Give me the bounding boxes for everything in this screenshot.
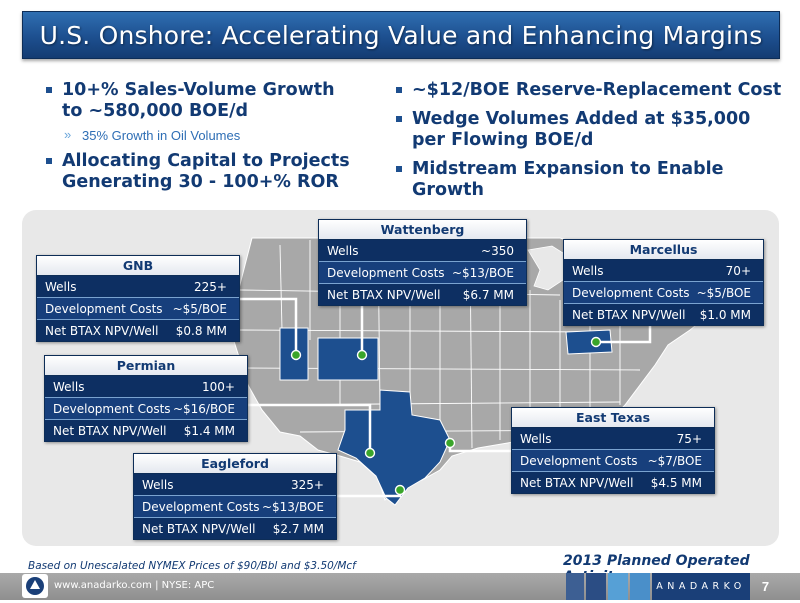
row-label: Wells [53, 379, 85, 394]
card-row-dev-costs: Development Costs ~$5/BOE [564, 281, 763, 303]
row-value: $0.8 MM [175, 323, 227, 338]
row-label: Net BTAX NPV/Well [53, 423, 167, 438]
great-lakes [527, 245, 575, 291]
row-value: ~$5/BOE [696, 285, 751, 300]
footer-brand: ANADARKO [652, 573, 750, 600]
card-row-dev-costs: Development Costs ~$16/BOE [45, 397, 247, 419]
card-row-dev-costs: Development Costs ~$13/BOE [134, 495, 336, 517]
row-label: Development Costs [142, 499, 260, 514]
marker-eagleford [394, 484, 406, 496]
card-title: Wattenberg [319, 220, 526, 240]
card-row-npv: Net BTAX NPV/Well $1.4 MM [45, 419, 247, 441]
card-row-wells: Wells 70+ [564, 260, 763, 281]
connector-permian [246, 403, 372, 454]
card-row-wells: Wells 325+ [134, 474, 336, 495]
footer-block [586, 573, 606, 600]
page-title: U.S. Onshore: Accelerating Value and Enh… [39, 20, 763, 50]
row-label: Net BTAX NPV/Well [142, 521, 256, 536]
footer-bar: www.anadarko.com | NYSE: APC ANADARKO 7 [0, 573, 800, 600]
card-row-npv: Net BTAX NPV/Well $2.7 MM [134, 517, 336, 539]
card-row-dev-costs: Development Costs ~$13/BOE [319, 261, 526, 283]
row-value: 225+ [194, 279, 227, 294]
card-row-npv: Net BTAX NPV/Well $0.8 MM [37, 319, 239, 341]
row-value: ~$7/BOE [647, 453, 702, 468]
bullet-list-left: 10+% Sales-Volume Growth to ~580,000 BOE… [44, 80, 354, 201]
footer-block [566, 573, 584, 600]
sub-bullet-oil-volumes: 35% Growth in Oil Volumes [44, 127, 354, 143]
row-label: Net BTAX NPV/Well [327, 287, 441, 302]
marker-east-texas [444, 437, 456, 449]
card-row-wells: Wells 75+ [512, 428, 714, 449]
row-label: Net BTAX NPV/Well [520, 475, 634, 490]
row-value: ~$13/BOE [261, 499, 324, 514]
card-title: Permian [45, 356, 247, 376]
row-value: 100+ [202, 379, 235, 394]
card-east-texas: East Texas Wells 75+ Development Costs ~$7… [511, 407, 715, 494]
card-wattenberg: Wattenberg Wells ~350 Development Costs ~$… [318, 219, 527, 306]
footer-url[interactable]: www.anadarko.com | NYSE: APC [54, 580, 215, 591]
row-label: Development Costs [53, 401, 171, 416]
card-gnb: GNB Wells 225+ Development Costs ~$5/BOE N… [36, 255, 240, 342]
row-label: Development Costs [327, 265, 445, 280]
row-label: Development Costs [45, 301, 163, 316]
card-title: East Texas [512, 408, 714, 428]
bullet-midstream: Midstream Expansion to Enable Growth [394, 159, 784, 201]
card-marcellus: Marcellus Wells 70+ Development Costs ~$5/… [563, 239, 764, 326]
card-row-npv: Net BTAX NPV/Well $6.7 MM [319, 283, 526, 305]
card-row-wells: Wells 225+ [37, 276, 239, 297]
row-label: Net BTAX NPV/Well [572, 307, 686, 322]
card-row-wells: Wells ~350 [319, 240, 526, 261]
row-label: Wells [142, 477, 174, 492]
card-row-dev-costs: Development Costs ~$5/BOE [37, 297, 239, 319]
footer-block [608, 573, 628, 600]
card-eagleford: Eagleford Wells 325+ Development Costs ~$1… [133, 453, 337, 540]
row-value: 325+ [291, 477, 324, 492]
footer-block [630, 573, 650, 600]
row-label: Development Costs [572, 285, 690, 300]
row-value: $2.7 MM [272, 521, 324, 536]
card-title: Marcellus [564, 240, 763, 260]
row-label: Wells [520, 431, 552, 446]
row-label: Net BTAX NPV/Well [45, 323, 159, 338]
card-title: Eagleford [134, 454, 336, 474]
row-value: ~$16/BOE [172, 401, 235, 416]
row-label: Wells [327, 243, 359, 258]
row-value: $1.0 MM [699, 307, 751, 322]
bullet-reserve-replacement: ~$12/BOE Reserve-Replacement Cost [394, 80, 784, 101]
card-row-npv: Net BTAX NPV/Well $1.0 MM [564, 303, 763, 325]
state-pennsylvania [565, 329, 613, 355]
row-value: $1.4 MM [183, 423, 235, 438]
price-footnote: Based on Unescalated NYMEX Prices of $90… [28, 560, 356, 572]
row-value: 70+ [725, 263, 751, 278]
row-value: $4.5 MM [650, 475, 702, 490]
bullet-list-right: ~$12/BOE Reserve-Replacement Cost Wedge … [394, 80, 784, 209]
page-number: 7 [761, 579, 770, 594]
marker-marcellus [590, 336, 602, 348]
row-value: ~350 [481, 243, 514, 258]
marker-gnb [290, 349, 302, 361]
connector-gnb [236, 297, 298, 357]
row-value: ~$13/BOE [451, 265, 514, 280]
marker-wattenberg [356, 349, 368, 361]
row-label: Wells [572, 263, 604, 278]
bullet-allocating-capital: Allocating Capital to Projects Generatin… [44, 151, 354, 193]
state-texas [337, 389, 451, 506]
title-bar: U.S. Onshore: Accelerating Value and Enh… [22, 11, 780, 59]
row-value: ~$5/BOE [172, 301, 227, 316]
anadarko-logo-icon [22, 574, 48, 598]
marker-permian [364, 447, 376, 459]
connector-marcellus [594, 320, 652, 344]
card-title: GNB [37, 256, 239, 276]
card-row-wells: Wells 100+ [45, 376, 247, 397]
row-value: $6.7 MM [462, 287, 514, 302]
card-row-npv: Net BTAX NPV/Well $4.5 MM [512, 471, 714, 493]
card-permian: Permian Wells 100+ Development Costs ~$16/… [44, 355, 248, 442]
state-colorado [317, 337, 379, 381]
card-row-dev-costs: Development Costs ~$7/BOE [512, 449, 714, 471]
bullet-sales-volume: 10+% Sales-Volume Growth to ~580,000 BOE… [44, 80, 354, 122]
row-label: Wells [45, 279, 77, 294]
bullet-wedge-volumes: Wedge Volumes Added at $35,000 per Flowi… [394, 109, 784, 151]
row-value: 75+ [676, 431, 702, 446]
row-label: Development Costs [520, 453, 638, 468]
